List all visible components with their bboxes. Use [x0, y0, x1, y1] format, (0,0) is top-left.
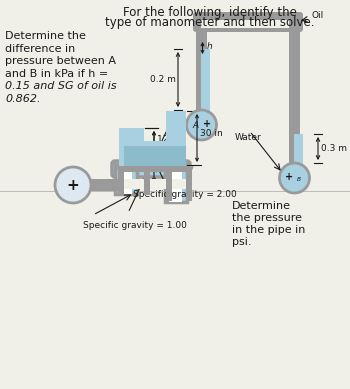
Text: +: + — [203, 119, 211, 129]
Text: 6 in: 6 in — [157, 152, 174, 161]
Text: 0.2 m: 0.2 m — [150, 75, 176, 84]
Text: difference in: difference in — [5, 44, 75, 54]
Text: 30 in: 30 in — [200, 128, 223, 137]
Text: type of manometer and then solve.: type of manometer and then solve. — [105, 16, 315, 29]
Bar — [118, 166, 124, 195]
Text: Water: Water — [234, 133, 261, 142]
Text: Specific gravity = 1.00: Specific gravity = 1.00 — [83, 221, 187, 230]
Text: in the pipe in: in the pipe in — [232, 225, 305, 235]
Bar — [118, 166, 192, 172]
Text: $_B$: $_B$ — [296, 175, 302, 184]
Text: $A$: $A$ — [193, 119, 201, 130]
Text: 0.862.: 0.862. — [5, 93, 41, 103]
Text: pressure between A: pressure between A — [5, 56, 116, 66]
Bar — [124, 146, 186, 166]
Bar — [166, 166, 172, 201]
FancyBboxPatch shape — [112, 161, 190, 177]
FancyBboxPatch shape — [193, 12, 303, 32]
Text: 12 in: 12 in — [157, 135, 180, 144]
Text: +: + — [66, 177, 79, 193]
Bar — [169, 168, 182, 202]
Bar — [165, 164, 187, 202]
Circle shape — [280, 163, 309, 193]
Bar — [115, 164, 137, 194]
Bar — [119, 168, 132, 194]
Circle shape — [55, 167, 91, 203]
Text: For the following, identify the: For the following, identify the — [123, 6, 297, 19]
Bar — [289, 27, 300, 164]
Text: 0.3 m: 0.3 m — [321, 144, 347, 153]
Text: Oil: Oil — [312, 11, 324, 20]
Text: Determine: Determine — [232, 201, 291, 211]
Bar — [201, 20, 289, 28]
Bar — [90, 179, 119, 191]
Text: Determine the: Determine the — [5, 31, 86, 41]
Bar — [110, 179, 197, 189]
Text: the pressure: the pressure — [232, 213, 302, 223]
Bar — [166, 111, 186, 146]
Bar — [119, 128, 132, 141]
Bar — [196, 17, 300, 27]
Bar — [144, 166, 150, 195]
Text: Specific gravity = 2.00: Specific gravity = 2.00 — [133, 190, 237, 199]
Bar — [119, 141, 173, 170]
Text: h: h — [206, 42, 212, 51]
Text: +: + — [285, 172, 294, 182]
Bar — [137, 168, 165, 170]
Bar — [201, 49, 210, 111]
Text: psi.: psi. — [232, 237, 252, 247]
Bar — [196, 27, 207, 111]
Text: 0.15 and SG of oil is: 0.15 and SG of oil is — [5, 81, 117, 91]
Circle shape — [187, 110, 217, 140]
Bar — [186, 166, 192, 201]
Bar — [124, 128, 144, 146]
Text: and B in kPa if h =: and B in kPa if h = — [5, 68, 108, 79]
Bar — [294, 134, 303, 164]
